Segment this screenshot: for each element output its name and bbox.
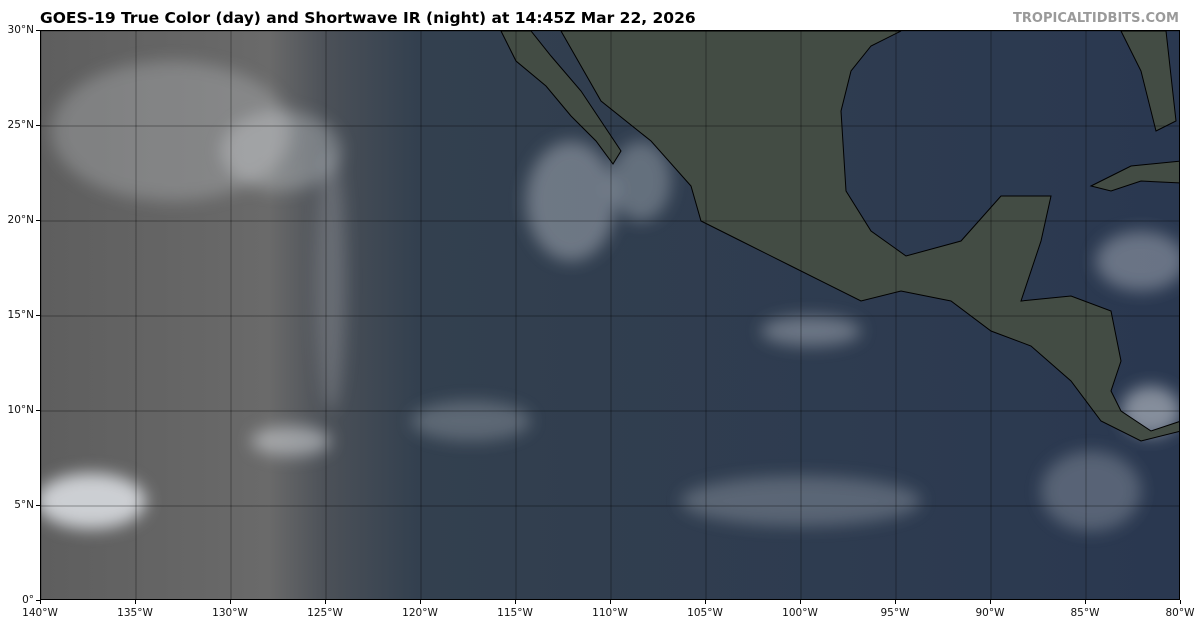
brand-watermark: TROPICALTIDBITS.COM bbox=[1013, 11, 1179, 26]
x-tick-label: 130°W bbox=[212, 607, 248, 619]
mexico-central-america-land bbox=[560, 31, 1179, 442]
y-tick-mark bbox=[36, 410, 40, 411]
x-tick-label: 100°W bbox=[782, 607, 818, 619]
satellite-map bbox=[40, 30, 1180, 600]
x-tick-mark bbox=[895, 600, 896, 604]
y-tick-label: 5°N bbox=[14, 499, 34, 511]
cloud-layer bbox=[41, 61, 1179, 531]
y-tick-label: 30°N bbox=[7, 24, 34, 36]
x-tick-mark bbox=[1180, 600, 1181, 604]
y-tick-label: 15°N bbox=[7, 309, 34, 321]
y-tick-mark bbox=[36, 600, 40, 601]
graticule bbox=[41, 31, 1179, 599]
x-tick-mark bbox=[515, 600, 516, 604]
cuba-land bbox=[1089, 160, 1179, 192]
x-tick-mark bbox=[420, 600, 421, 604]
x-tick-label: 80°W bbox=[1165, 607, 1195, 619]
x-tick-label: 95°W bbox=[880, 607, 910, 619]
y-tick-mark bbox=[36, 505, 40, 506]
y-tick-label: 0° bbox=[22, 594, 34, 606]
y-tick-mark bbox=[36, 315, 40, 316]
x-tick-label: 125°W bbox=[307, 607, 343, 619]
x-tick-label: 105°W bbox=[687, 607, 723, 619]
baja-california-land bbox=[500, 31, 622, 165]
y-tick-label: 10°N bbox=[7, 404, 34, 416]
map-title: GOES-19 True Color (day) and Shortwave I… bbox=[40, 9, 696, 27]
x-tick-mark bbox=[325, 600, 326, 604]
x-tick-label: 115°W bbox=[497, 607, 533, 619]
x-tick-label: 85°W bbox=[1070, 607, 1100, 619]
x-tick-label: 90°W bbox=[975, 607, 1005, 619]
y-tick-mark bbox=[36, 125, 40, 126]
y-tick-mark bbox=[36, 220, 40, 221]
x-tick-label: 140°W bbox=[22, 607, 58, 619]
y-tick-label: 25°N bbox=[7, 119, 34, 131]
x-tick-mark bbox=[230, 600, 231, 604]
land-layer bbox=[500, 31, 1179, 442]
florida-land bbox=[1120, 31, 1177, 132]
x-tick-mark bbox=[800, 600, 801, 604]
x-tick-mark bbox=[705, 600, 706, 604]
y-tick-mark bbox=[36, 30, 40, 31]
x-tick-label: 110°W bbox=[592, 607, 628, 619]
x-tick-mark bbox=[1085, 600, 1086, 604]
x-tick-label: 135°W bbox=[117, 607, 153, 619]
x-tick-label: 120°W bbox=[402, 607, 438, 619]
x-tick-mark bbox=[610, 600, 611, 604]
x-tick-mark bbox=[990, 600, 991, 604]
x-tick-mark bbox=[40, 600, 41, 604]
y-tick-label: 20°N bbox=[7, 214, 34, 226]
x-tick-mark bbox=[135, 600, 136, 604]
